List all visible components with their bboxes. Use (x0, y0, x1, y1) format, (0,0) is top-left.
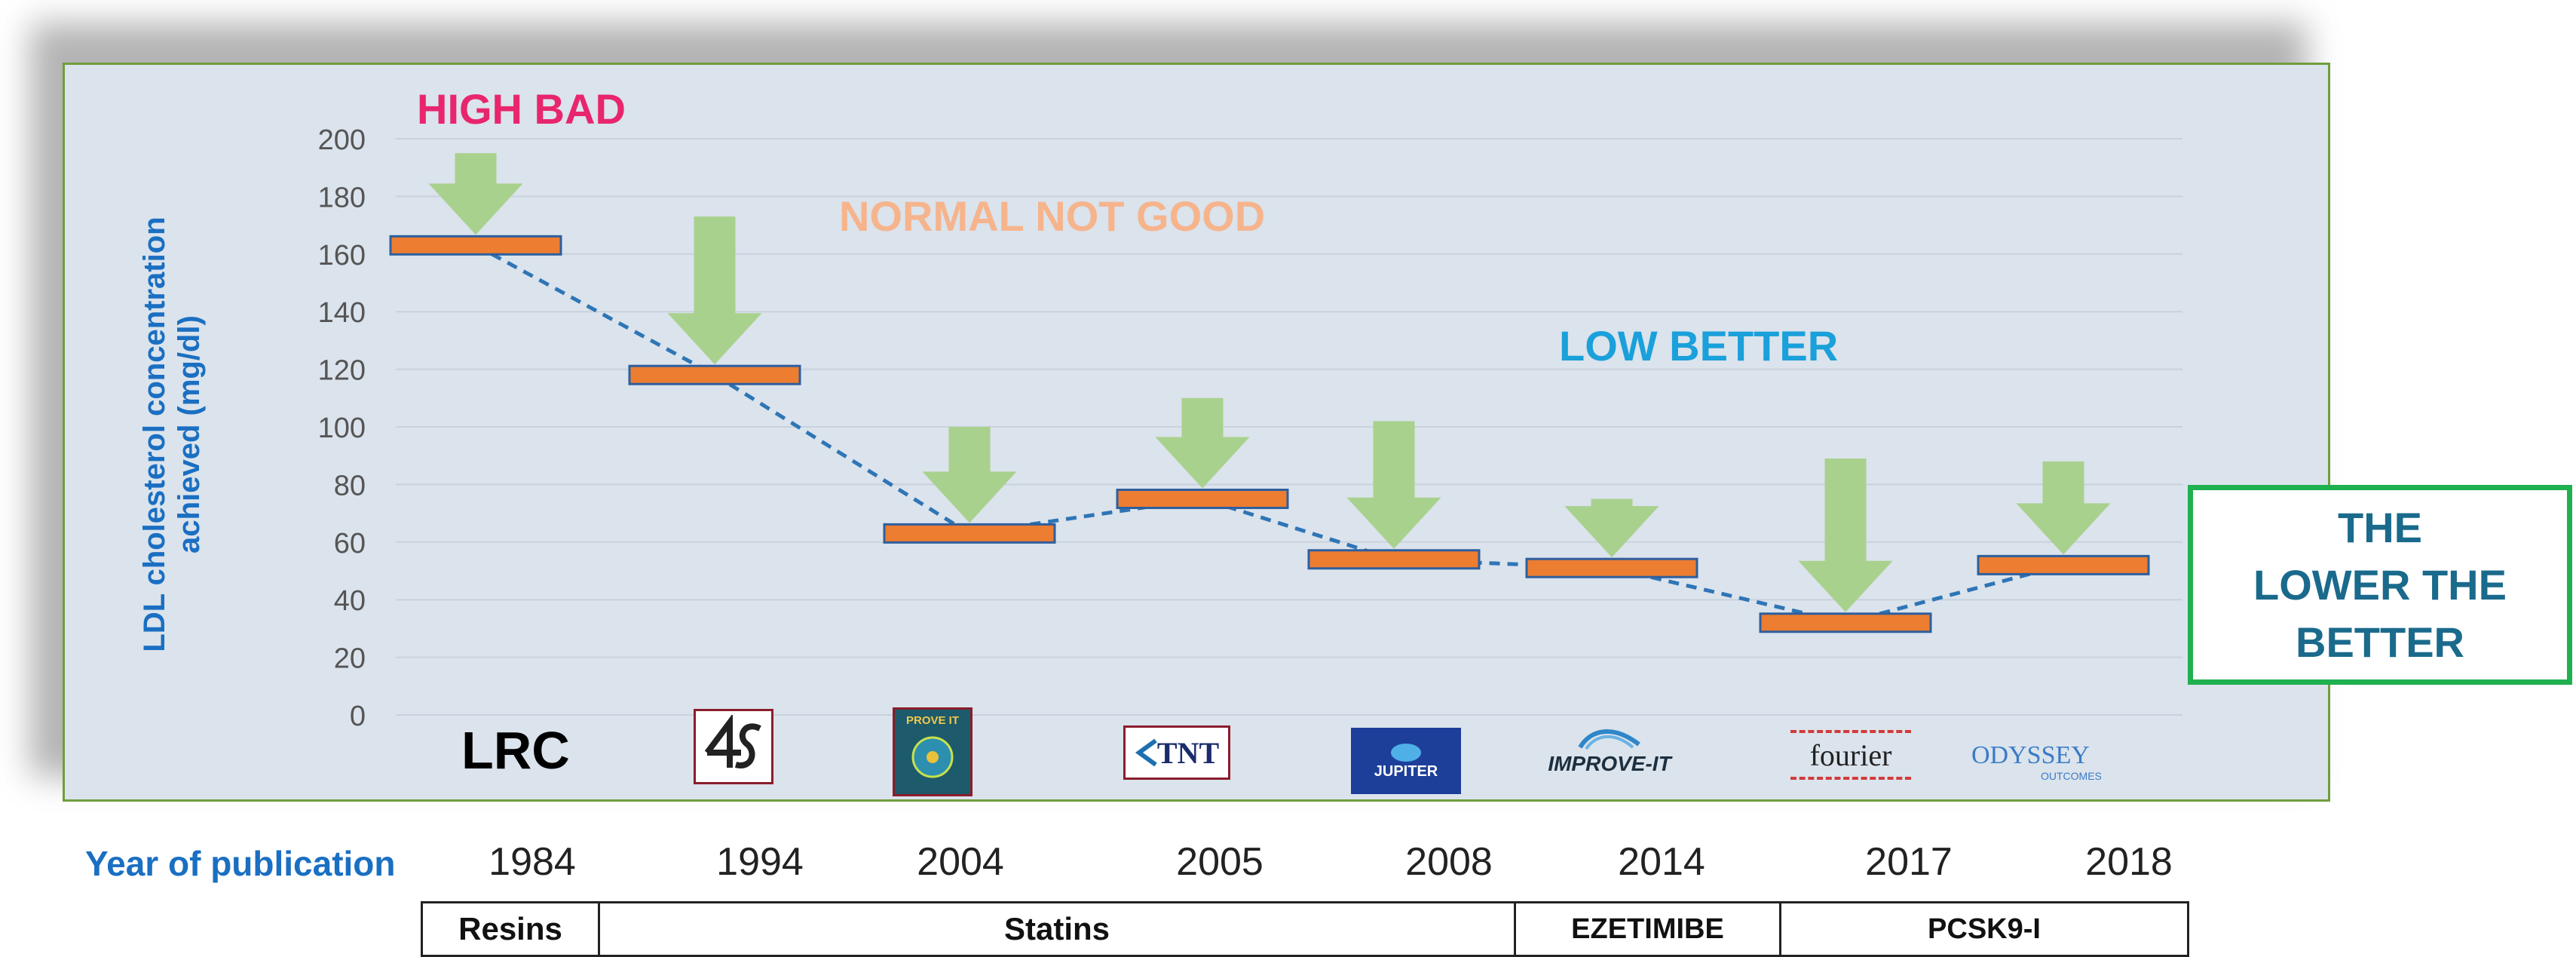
down-arrow (1155, 397, 1250, 489)
logo-4s-mark (704, 715, 761, 768)
logo-jupiter-text: JUPITER (1374, 762, 1438, 780)
y-tick-label: 0 (350, 701, 366, 732)
logo-odyssey-text: ODYSSEY (1971, 741, 2090, 769)
y-tick-label: 80 (334, 470, 366, 502)
y-tick-label: 40 (334, 585, 366, 617)
ldl-bar (883, 523, 1056, 544)
y-tick-label: 120 (318, 355, 366, 387)
callout-line2: LOWER THE (2253, 560, 2507, 609)
drug-class-label: Resins (458, 911, 562, 946)
ldl-bar (1307, 549, 1481, 570)
logo-prove-it-mark (911, 736, 954, 778)
year-axis-label: Year of publication (85, 844, 396, 883)
y-tick-label: 140 (318, 297, 366, 329)
down-arrow (1564, 498, 1659, 558)
y-axis-label: LDL cholesterol concentration achieved (… (137, 216, 207, 652)
ldl-bar (628, 364, 801, 385)
ldl-bar (1116, 489, 1289, 509)
logo-tnt-text: TNT (1156, 735, 1220, 770)
drug-class-statins: Statins (598, 901, 1516, 957)
year-label: 2005 (1176, 840, 1263, 884)
y-tick-label: 200 (318, 124, 366, 156)
logo-fourier: fourier (1790, 730, 1911, 780)
callout-lower-better: THE LOWER THE BETTER (2188, 485, 2572, 685)
ldl-bar (389, 235, 562, 256)
ldl-bar (1977, 554, 2150, 575)
year-label: 2014 (1618, 840, 1705, 884)
logo-4s (694, 709, 773, 784)
drug-class-label: EZETIMIBE (1571, 913, 1724, 945)
down-arrow (1346, 421, 1441, 549)
logo-odyssey-sub: OUTCOMES (2041, 770, 2102, 782)
y-tick-label: 100 (318, 413, 366, 444)
down-arrow (1798, 459, 1893, 612)
logo-tnt: TNT (1123, 725, 1230, 780)
drug-class-resins: Resins (421, 901, 600, 957)
y-tick-label: 180 (318, 182, 366, 213)
logo-tnt-mark (1135, 738, 1157, 767)
y-tick-label: 20 (334, 643, 366, 675)
logo-prove-it-text: PROVE IT (905, 714, 959, 727)
logo-jupiter: JUPITER (1351, 728, 1461, 794)
year-label: 2018 (2085, 840, 2173, 884)
logo-fourier-text: fourier (1809, 738, 1892, 772)
ldl-bar (1525, 557, 1698, 578)
logo-improve-it-text: IMPROVE-IT (1548, 752, 1671, 775)
drug-class-ezetimibe: EZETIMIBE (1514, 901, 1781, 957)
drug-class-pcsk9: PCSK9-I (1779, 901, 2189, 957)
ldl-bar (1759, 612, 1932, 633)
year-label: 2017 (1865, 840, 1953, 884)
logo-lrc: LRC (461, 721, 570, 780)
trend-line (474, 244, 2064, 625)
drug-class-label: PCSK9-I (1928, 913, 2041, 945)
year-label: 2008 (1405, 840, 1493, 884)
year-label: 1994 (716, 840, 804, 884)
drug-class-label: Statins (1003, 911, 1110, 946)
callout-line3: BETTER (2296, 618, 2464, 666)
callout-line1: THE (2338, 503, 2422, 551)
annotation-normal-not-good: NORMAL NOT GOOD (839, 192, 1266, 240)
y-axis-label-line2: achieved (mg/dl) (173, 315, 206, 554)
down-arrow (428, 153, 523, 235)
annotation-low-better: LOW BETTER (1559, 322, 1839, 370)
logo-improve-it: IMPROVE-IT (1542, 720, 1677, 781)
annotation-high-bad: HIGH BAD (417, 85, 626, 133)
logo-jupiter-mark (1391, 743, 1421, 762)
logo-prove-it: PROVE IT (893, 707, 973, 796)
year-label: 2004 (917, 840, 1004, 884)
down-arrow (922, 427, 1017, 523)
logo-improve-it-mark (1578, 729, 1640, 750)
y-tick-label: 160 (318, 240, 366, 271)
y-axis-label-line1: LDL cholesterol concentration (138, 216, 171, 652)
down-arrow (667, 216, 762, 365)
year-label: 1984 (489, 840, 576, 884)
y-tick-label: 60 (334, 528, 366, 560)
down-arrow (2016, 461, 2111, 555)
logo-odyssey: ODYSSEY OUTCOMES (1971, 739, 2107, 784)
